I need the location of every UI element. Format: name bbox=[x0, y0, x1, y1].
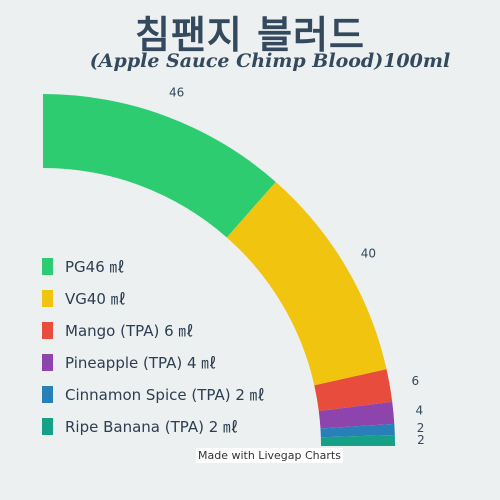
legend-item[interactable]: Mango (TPA) 6 ㎖ bbox=[42, 314, 265, 346]
legend-label: PG46 ㎖ bbox=[65, 257, 125, 276]
legend-item[interactable]: Cinnamon Spice (TPA) 2 ㎖ bbox=[42, 378, 265, 410]
legend-swatch bbox=[42, 353, 53, 371]
pie-slice-5[interactable] bbox=[320, 434, 395, 446]
pie-slice-0[interactable] bbox=[43, 94, 276, 238]
legend-item[interactable]: Pineapple (TPA) 4 ㎖ bbox=[42, 346, 265, 378]
legend-swatch bbox=[42, 321, 53, 339]
credit-label: Made with Livegap Charts bbox=[196, 448, 343, 463]
legend-label: Ripe Banana (TPA) 2 ㎖ bbox=[65, 417, 239, 436]
pie-slice-3[interactable] bbox=[318, 401, 395, 429]
slice-value-label: 46 bbox=[169, 85, 184, 99]
legend-swatch bbox=[42, 417, 53, 435]
slice-value-label: 40 bbox=[361, 247, 376, 261]
legend-swatch bbox=[42, 385, 53, 403]
chart-subtitle: (Apple Sauce Chimp Blood)100ml bbox=[89, 50, 451, 72]
pie-slice-4[interactable] bbox=[320, 423, 395, 438]
chart-legend: PG46 ㎖ VG40 ㎖ Mango (TPA) 6 ㎖ Pineapple (TP… bbox=[42, 250, 265, 442]
legend-label: Pineapple (TPA) 4 ㎖ bbox=[65, 353, 217, 372]
chart-title: 침팬지 블러드 bbox=[135, 13, 365, 57]
legend-item[interactable]: VG40 ㎖ bbox=[42, 282, 265, 314]
legend-swatch bbox=[42, 289, 53, 307]
legend-label: Mango (TPA) 6 ㎖ bbox=[65, 321, 194, 340]
slice-value-label: 4 bbox=[416, 403, 424, 417]
legend-label: VG40 ㎖ bbox=[65, 289, 126, 308]
legend-swatch bbox=[42, 257, 53, 275]
legend-item[interactable]: Ripe Banana (TPA) 2 ㎖ bbox=[42, 410, 265, 442]
slice-value-label: 6 bbox=[412, 374, 420, 388]
legend-item[interactable]: PG46 ㎖ bbox=[42, 250, 265, 282]
pie-slice-1[interactable] bbox=[226, 181, 387, 386]
legend-label: Cinnamon Spice (TPA) 2 ㎖ bbox=[65, 385, 265, 404]
pie-slice-2[interactable] bbox=[314, 369, 393, 412]
slice-value-label: 2 bbox=[417, 421, 425, 435]
slice-value-label: 2 bbox=[417, 433, 425, 447]
